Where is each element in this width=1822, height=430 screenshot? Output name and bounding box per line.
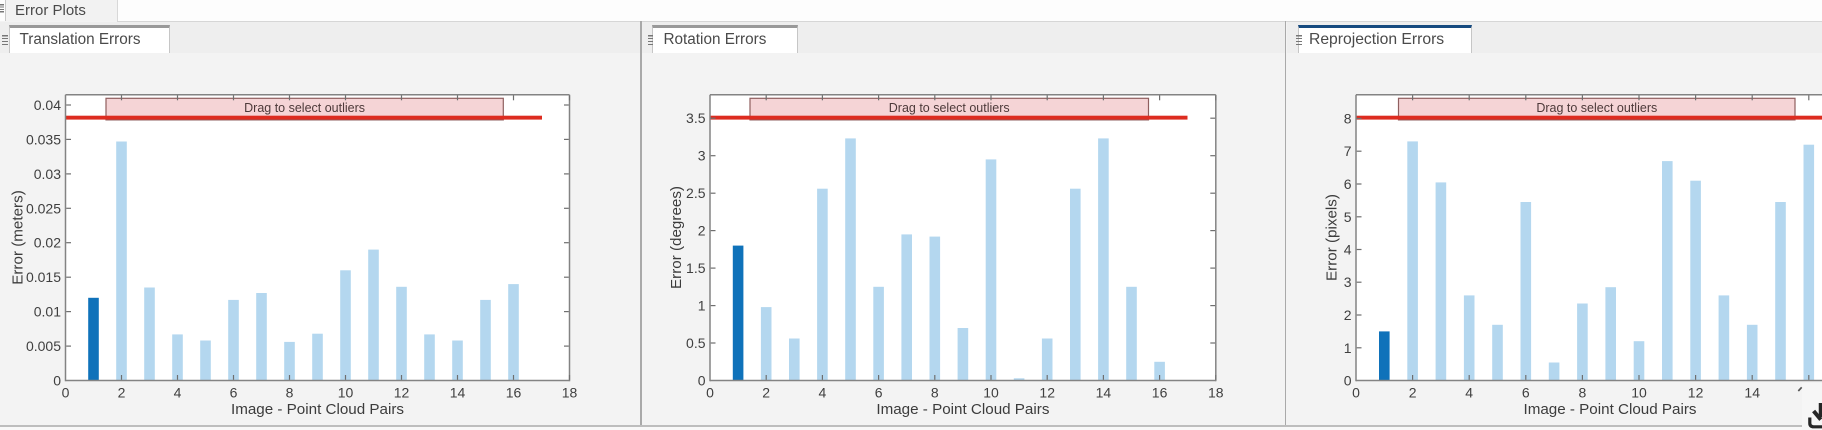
svg-text:5: 5 [1344, 209, 1352, 225]
svg-text:6: 6 [1344, 176, 1352, 192]
svg-text:0.015: 0.015 [26, 269, 61, 285]
svg-text:16: 16 [1152, 385, 1168, 401]
svg-text:0: 0 [62, 385, 70, 401]
svg-text:1: 1 [698, 298, 706, 314]
svg-text:0: 0 [1352, 385, 1360, 401]
svg-text:3: 3 [1344, 274, 1352, 290]
svg-text:0: 0 [53, 373, 61, 389]
svg-text:14: 14 [1096, 385, 1112, 401]
svg-text:0.005: 0.005 [26, 338, 61, 354]
svg-text:0.02: 0.02 [34, 235, 61, 251]
svg-text:2.5: 2.5 [686, 185, 706, 201]
svg-text:0: 0 [706, 385, 714, 401]
svg-text:0.5: 0.5 [686, 335, 706, 351]
svg-text:2: 2 [1344, 307, 1352, 323]
svg-text:Image - Point Cloud Pairs: Image - Point Cloud Pairs [231, 401, 404, 418]
svg-text:3: 3 [698, 148, 706, 164]
svg-text:2: 2 [1409, 385, 1417, 401]
svg-text:4: 4 [819, 385, 827, 401]
svg-text:0: 0 [698, 373, 706, 389]
svg-text:Drag to select outliers: Drag to select outliers [889, 101, 1010, 115]
svg-text:18: 18 [562, 385, 578, 401]
svg-text:0.04: 0.04 [34, 97, 61, 113]
svg-text:8: 8 [1579, 385, 1587, 401]
svg-text:0.03: 0.03 [34, 166, 61, 182]
svg-text:Error (meters): Error (meters) [10, 190, 27, 285]
svg-text:12: 12 [1039, 385, 1055, 401]
svg-text:14: 14 [1744, 385, 1760, 401]
svg-text:2: 2 [762, 385, 770, 401]
svg-text:6: 6 [1522, 385, 1530, 401]
svg-text:16: 16 [506, 385, 522, 401]
svg-text:10: 10 [338, 385, 354, 401]
svg-text:18: 18 [1208, 385, 1224, 401]
svg-text:10: 10 [1631, 385, 1647, 401]
svg-text:0.01: 0.01 [34, 304, 61, 320]
svg-text:8: 8 [931, 385, 939, 401]
svg-text:4: 4 [1344, 242, 1352, 258]
svg-text:7: 7 [1344, 143, 1352, 159]
svg-text:1.5: 1.5 [686, 260, 706, 276]
svg-text:8: 8 [286, 385, 294, 401]
svg-text:0: 0 [1344, 373, 1352, 389]
svg-text:Image - Point Cloud Pairs: Image - Point Cloud Pairs [1523, 401, 1696, 418]
svg-text:0.025: 0.025 [26, 200, 61, 216]
svg-text:2: 2 [698, 223, 706, 239]
svg-text:6: 6 [875, 385, 883, 401]
svg-text:0.035: 0.035 [26, 131, 61, 147]
svg-text:1: 1 [1344, 340, 1352, 356]
svg-text:3.5: 3.5 [686, 110, 706, 126]
svg-text:12: 12 [394, 385, 410, 401]
svg-text:4: 4 [174, 385, 182, 401]
svg-text:Image - Point Cloud Pairs: Image - Point Cloud Pairs [876, 401, 1049, 418]
svg-text:12: 12 [1688, 385, 1704, 401]
svg-text:Drag to select outliers: Drag to select outliers [244, 101, 365, 115]
svg-text:Drag to select outliers: Drag to select outliers [1536, 101, 1657, 115]
svg-text:Error (degrees): Error (degrees) [668, 186, 685, 289]
svg-text:Error (pixels): Error (pixels) [1324, 194, 1341, 281]
svg-text:4: 4 [1465, 385, 1473, 401]
svg-text:10: 10 [983, 385, 999, 401]
svg-text:8: 8 [1344, 111, 1352, 127]
svg-text:2: 2 [118, 385, 126, 401]
svg-text:14: 14 [450, 385, 466, 401]
svg-text:6: 6 [230, 385, 238, 401]
